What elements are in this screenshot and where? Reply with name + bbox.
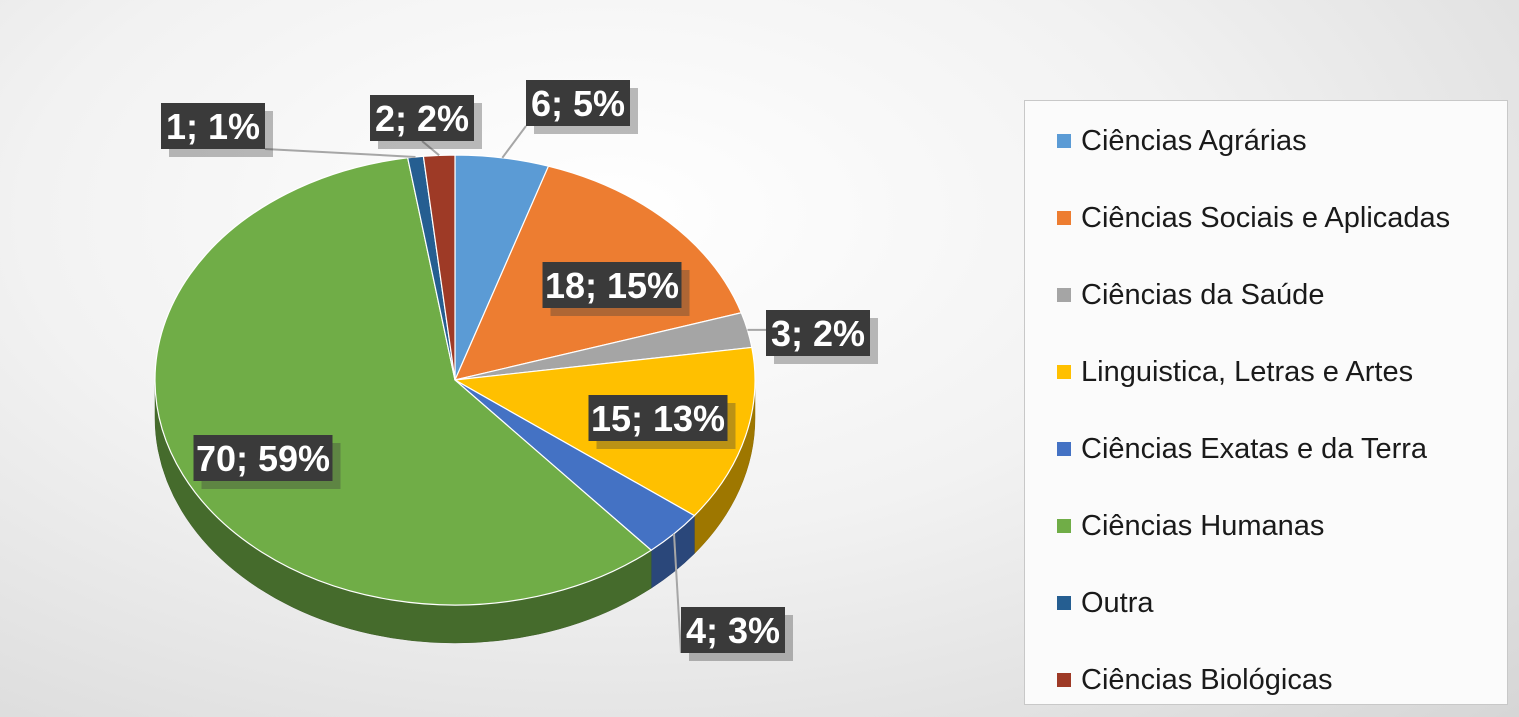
legend-label: Ciências Humanas — [1081, 509, 1325, 542]
legend-swatch — [1057, 288, 1071, 302]
data-label-box — [193, 435, 333, 481]
data-labels: 6; 5% 18; 15% 3; 2% 15; 13% 4; 3% 70; 59% 1; 1… — [161, 80, 878, 661]
legend: Ciências Agrárias Ciências Sociais e Apli… — [1024, 100, 1508, 705]
data-label-7: 2; 2% — [370, 95, 482, 149]
data-label-text: 6; 5% — [531, 83, 625, 124]
legend-swatch — [1057, 134, 1071, 148]
legend-label: Linguistica, Letras e Artes — [1081, 355, 1414, 388]
data-label-box — [370, 95, 474, 141]
leader-line-7 — [421, 140, 440, 157]
data-label-box — [588, 395, 728, 441]
data-label-text: 4; 3% — [686, 610, 780, 651]
legend-swatch — [1057, 211, 1071, 225]
leader-line-0 — [501, 125, 527, 159]
legend-label: Ciências Sociais e Aplicadas — [1081, 201, 1451, 234]
legend-label: Ciências Agrárias — [1081, 124, 1307, 157]
legend-item: Ciências Biológicas — [1057, 660, 1332, 700]
data-label-2: 3; 2% — [766, 310, 878, 364]
legend-item: Ciências Exatas e da Terra — [1057, 429, 1427, 469]
data-label-box — [681, 607, 785, 653]
data-label-3: 15; 13% — [588, 395, 736, 449]
legend-label: Ciências Exatas e da Terra — [1081, 432, 1428, 465]
data-label-text: 70; 59% — [196, 438, 330, 479]
leader-line-6 — [264, 148, 416, 158]
legend-label: Ciências da Saúde — [1081, 278, 1325, 311]
legend-item: Ciências Agrárias — [1057, 121, 1307, 161]
data-label-5: 70; 59% — [193, 435, 341, 489]
legend-swatch — [1057, 519, 1071, 533]
legend-item: Linguistica, Letras e Artes — [1057, 352, 1413, 392]
pie-top-layer — [154, 154, 756, 606]
legend-swatch — [1057, 365, 1071, 379]
legend-swatch — [1057, 442, 1071, 456]
legend-item: Ciências Humanas — [1057, 506, 1324, 546]
data-label-text: 18; 15% — [545, 265, 679, 306]
legend-swatch — [1057, 596, 1071, 610]
data-label-1: 18; 15% — [542, 262, 690, 316]
data-label-text: 15; 13% — [591, 398, 725, 439]
leader-lines — [264, 125, 766, 654]
legend-item: Outra — [1057, 583, 1154, 623]
data-label-box — [542, 262, 682, 308]
legend-label: Ciências Biológicas — [1081, 663, 1333, 696]
data-label-box — [766, 310, 870, 356]
leader-line-4 — [673, 533, 682, 654]
data-label-6: 1; 1% — [161, 103, 273, 157]
legend-item: Ciências Sociais e Aplicadas — [1057, 198, 1450, 238]
legend-item: Ciências da Saúde — [1057, 275, 1324, 315]
data-label-0: 6; 5% — [526, 80, 638, 134]
data-label-4: 4; 3% — [681, 607, 793, 661]
pie-slice-5 — [154, 157, 653, 606]
data-label-text: 1; 1% — [166, 106, 260, 147]
legend-swatch — [1057, 673, 1071, 687]
data-label-box — [526, 80, 630, 126]
data-label-text: 2; 2% — [375, 98, 469, 139]
data-label-box — [161, 103, 265, 149]
data-label-text: 3; 2% — [771, 313, 865, 354]
legend-label: Outra — [1081, 586, 1154, 619]
